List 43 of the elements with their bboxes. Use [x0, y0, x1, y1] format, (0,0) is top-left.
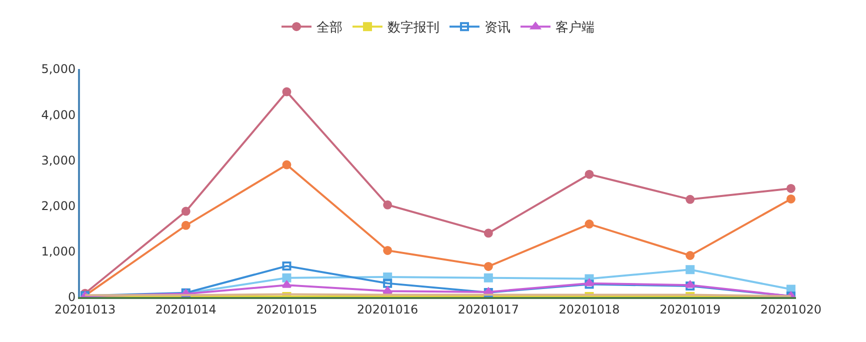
point [383, 246, 392, 255]
point [484, 262, 493, 271]
point [584, 220, 594, 229]
point [181, 220, 190, 230]
point [383, 278, 392, 288]
x-tick-label: 20201017 [458, 302, 519, 316]
y-tick-label: 0 [68, 290, 76, 304]
legend-label: 全部 [316, 20, 342, 36]
point [282, 280, 292, 288]
legend-label: 数字报刊 [388, 20, 440, 36]
legend-label: 资讯 [484, 20, 510, 36]
y-tick-label: 4,000 [41, 108, 76, 122]
point [383, 200, 392, 210]
point [282, 160, 292, 170]
point [282, 261, 292, 270]
x-tick-label: 20201020 [760, 302, 822, 316]
point [282, 273, 292, 282]
x-tick-label: 20201018 [558, 302, 620, 316]
point [584, 278, 594, 286]
point [686, 251, 695, 260]
y-tick-label: 3,000 [41, 153, 76, 168]
point [584, 280, 594, 289]
x-tick-label: 20201016 [357, 302, 418, 316]
point [686, 282, 695, 291]
point [181, 206, 190, 216]
point [382, 286, 393, 294]
legend-label: 客户端 [556, 20, 594, 36]
y-tick-label: 1,000 [41, 244, 76, 259]
point [484, 273, 493, 282]
x-tick-label: 20201013 [54, 302, 116, 316]
point [685, 280, 696, 288]
y-tick-label: 5,000 [41, 62, 76, 76]
point [786, 194, 796, 204]
point [686, 194, 695, 204]
point [686, 265, 695, 274]
point [282, 87, 292, 96]
x-tick-label: 20201015 [256, 302, 318, 316]
y-tick-label: 2,000 [41, 199, 76, 213]
point [584, 170, 594, 179]
point [484, 228, 493, 238]
x-tick-label: 20201019 [660, 302, 721, 316]
point [786, 184, 796, 193]
x-tick-label: 20201014 [155, 302, 216, 316]
